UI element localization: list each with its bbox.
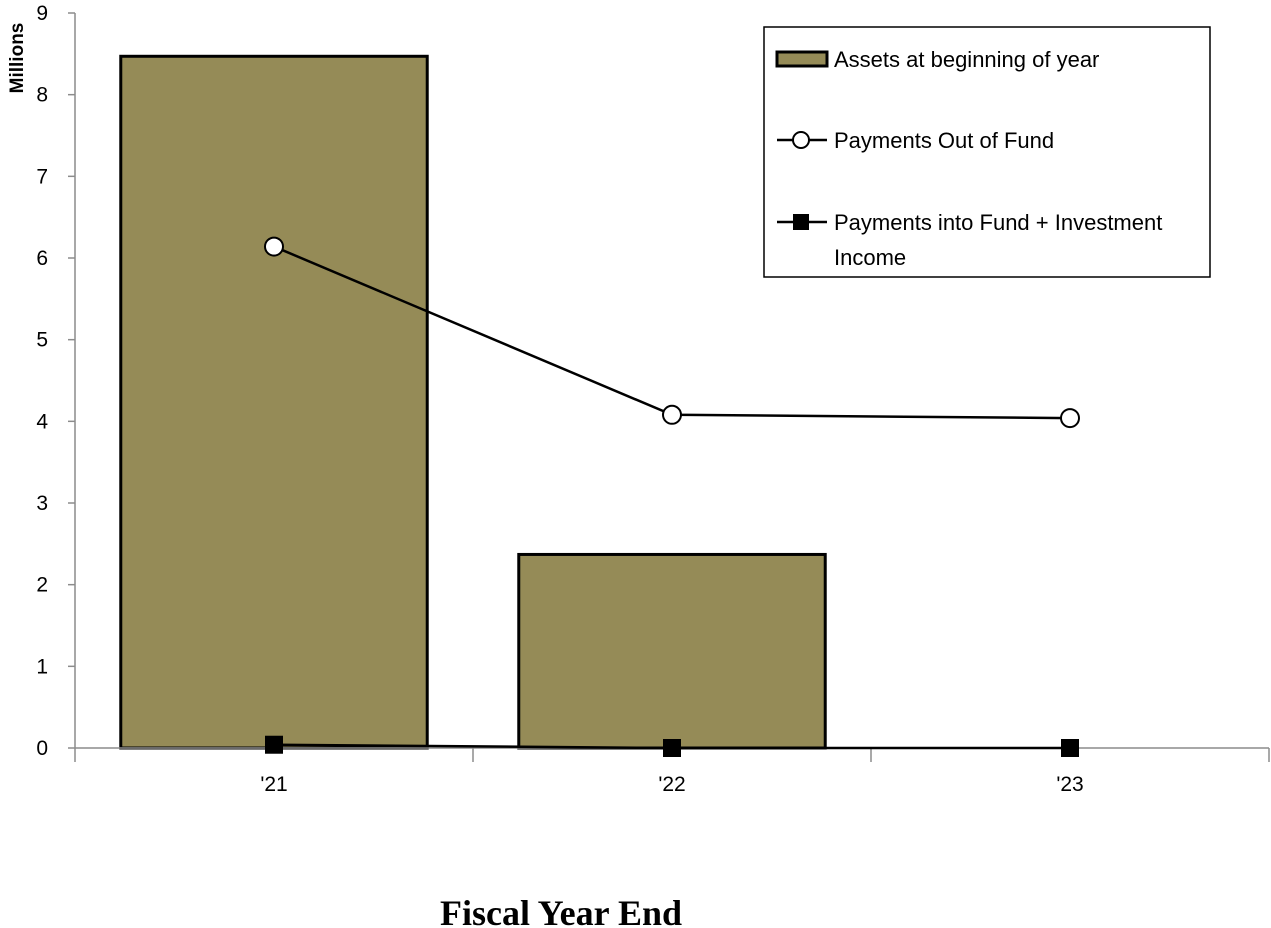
- payments-out-point: [264, 236, 284, 257]
- y-tick-label: 0: [36, 737, 48, 760]
- y-tick-label: 6: [36, 247, 48, 270]
- legend: Assets at beginning of year Payments Out …: [763, 26, 1211, 278]
- legend-marker-circle: [792, 131, 810, 149]
- y-tick-label: 8: [36, 84, 48, 107]
- y-tick-label: 9: [36, 2, 48, 25]
- lines-layer: [264, 236, 1080, 757]
- bars-layer: [119, 54, 827, 750]
- x-tick-label: '22: [658, 773, 685, 796]
- x-tick-label: '23: [1056, 773, 1083, 796]
- payments-in-point: [265, 735, 283, 754]
- y-axis-title: Millions: [7, 23, 28, 94]
- legend-box: [763, 26, 1211, 278]
- y-tick-label: 2: [36, 574, 48, 597]
- payments-out-point: [662, 404, 682, 425]
- y-tick-label: 5: [36, 329, 48, 352]
- legend-swatch-bar: [775, 50, 829, 68]
- x-tick-label: '21: [260, 773, 287, 796]
- y-tick-label: 3: [36, 492, 48, 515]
- y-tick-label: 4: [36, 410, 48, 433]
- payments-in-point: [663, 739, 681, 757]
- legend-marker-square: [793, 214, 809, 230]
- bar-0: [119, 54, 429, 750]
- payments-in-point: [1061, 739, 1079, 757]
- payments-out-point: [1060, 408, 1080, 429]
- legend-label: Income: [834, 245, 906, 270]
- legend-label: Payments into Fund + Investment: [834, 210, 1162, 235]
- bar-1: [517, 552, 827, 750]
- legend-label: Payments Out of Fund: [834, 128, 1054, 153]
- x-axis-title: Fiscal Year End: [440, 893, 682, 928]
- y-tick-label: 7: [36, 165, 48, 188]
- y-tick-label: 1: [36, 655, 48, 678]
- legend-label: Assets at beginning of year: [834, 47, 1099, 72]
